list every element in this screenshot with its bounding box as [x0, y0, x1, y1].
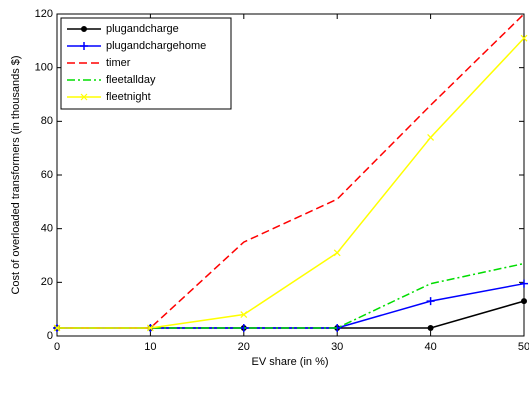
y-tick-label: 80	[41, 115, 53, 127]
legend-label: fleetnight	[106, 91, 151, 103]
marker	[427, 134, 435, 141]
marker	[520, 34, 528, 42]
series-line	[57, 37, 525, 329]
marker	[521, 298, 527, 305]
legend-label: timer	[106, 57, 131, 69]
legend-label: plugandchargehome	[106, 40, 206, 52]
y-tick-label: 60	[41, 169, 53, 181]
marker	[239, 323, 248, 332]
marker	[81, 26, 87, 32]
y-tick-label: 40	[41, 223, 53, 235]
marker	[146, 324, 154, 332]
legend-label: plugandcharge	[106, 23, 179, 35]
legend-box	[60, 17, 232, 110]
x-tick-label: 0	[54, 341, 60, 353]
y-tick-label: 120	[35, 8, 53, 20]
marker	[426, 297, 435, 306]
y-tick-label: 0	[47, 330, 53, 342]
x-tick-label: 20	[238, 341, 250, 353]
marker	[80, 93, 88, 101]
x-tick-label: 50	[518, 341, 529, 353]
marker	[333, 249, 341, 257]
x-tick-label: 30	[331, 341, 343, 353]
marker	[53, 324, 61, 332]
x-tick-label: 40	[424, 341, 436, 353]
marker	[240, 311, 248, 318]
x-axis-label: EV share (in %)	[251, 356, 328, 368]
y-tick-label: 20	[41, 276, 53, 288]
marker	[80, 42, 88, 50]
legend-label: fleetallday	[106, 74, 156, 86]
marker	[427, 324, 434, 331]
marker	[520, 279, 528, 288]
y-tick-label: 100	[35, 62, 53, 74]
y-axis-label: Cost of overloaded transformers (in thou…	[10, 55, 22, 294]
x-tick-label: 10	[144, 341, 156, 353]
